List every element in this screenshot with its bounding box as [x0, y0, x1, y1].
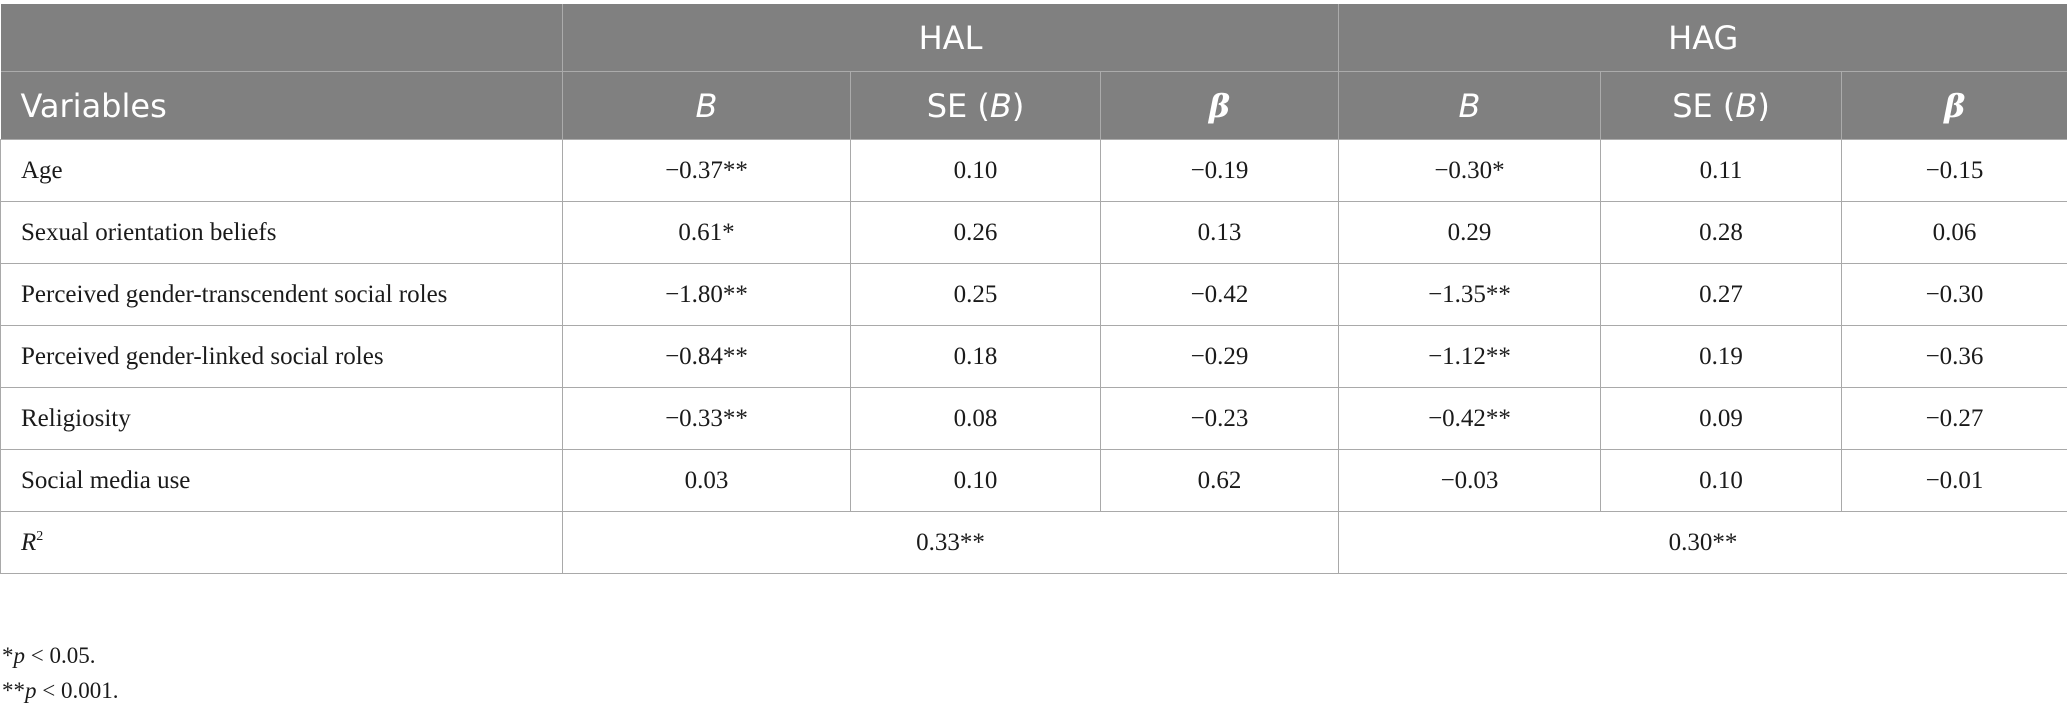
b-label: B: [1458, 86, 1481, 125]
cell-hal-se: 0.08: [850, 387, 1101, 450]
column-header-hal-se: SE (B): [850, 71, 1101, 140]
b-label: B: [695, 86, 718, 125]
cell-hal-b: −0.84**: [562, 325, 851, 388]
r-sup: 2: [36, 528, 44, 544]
cell-hag-beta: −0.30: [1841, 263, 2067, 326]
footnote: **p < 0.001.: [2, 673, 118, 708]
row-label: Social media use: [0, 449, 563, 512]
cell-hal-se: 0.10: [850, 449, 1101, 512]
table-row: Sexual orientation beliefs 0.61* 0.26 0.…: [0, 201, 2067, 264]
cell-hal-b: −0.33**: [562, 387, 851, 450]
se-b-label: B: [989, 86, 1012, 125]
row-label: Perceived gender-linked social roles: [0, 325, 563, 388]
column-header-hal-beta: β: [1100, 71, 1339, 140]
regression-table-container: HAL HAG Variables B SE (B) β B SE (B) β …: [0, 4, 2067, 574]
cell-hag-beta: −0.15: [1841, 139, 2067, 202]
group-header-row: HAL HAG: [0, 4, 2067, 72]
footnote-stars: **: [2, 678, 25, 703]
table-body: Age −0.37** 0.10 −0.19 −0.30* 0.11 −0.15…: [0, 139, 2067, 574]
cell-hag-b: 0.29: [1338, 201, 1601, 264]
empty-header-cell: [0, 4, 563, 72]
cell-hal-b: 0.61*: [562, 201, 851, 264]
cell-hag-b: −0.03: [1338, 449, 1601, 512]
cell-hag-b: −0.30*: [1338, 139, 1601, 202]
column-header-hag-se: SE (B): [1600, 71, 1842, 140]
table-header: HAL HAG Variables B SE (B) β B SE (B) β: [0, 4, 2067, 140]
cell-hal-beta: 0.62: [1100, 449, 1339, 512]
se-b-label: B: [1735, 86, 1758, 125]
beta-label: β: [1944, 86, 1966, 125]
table-row: Religiosity −0.33** 0.08 −0.23 −0.42** 0…: [0, 387, 2067, 450]
row-label: Sexual orientation beliefs: [0, 201, 563, 264]
group-header-hag: HAG: [1338, 4, 2067, 72]
cell-hag-b: −1.35**: [1338, 263, 1601, 326]
table-row: Perceived gender-transcendent social rol…: [0, 263, 2067, 326]
row-label: Age: [0, 139, 563, 202]
beta-label: β: [1208, 86, 1231, 125]
table-row: Age −0.37** 0.10 −0.19 −0.30* 0.11 −0.15: [0, 139, 2067, 202]
column-header-row: Variables B SE (B) β B SE (B) β: [0, 71, 2067, 140]
cell-hag-se: 0.10: [1600, 449, 1842, 512]
r-squared-label: R2: [0, 511, 563, 574]
footnote-stars: *: [2, 643, 14, 668]
se-suffix: ): [1757, 86, 1770, 125]
regression-table: HAL HAG Variables B SE (B) β B SE (B) β …: [0, 4, 2067, 574]
footnote-text: < 0.001.: [36, 678, 119, 703]
cell-hag-se: 0.19: [1600, 325, 1842, 388]
cell-hal-se: 0.18: [850, 325, 1101, 388]
column-header-hag-b: B: [1338, 71, 1601, 140]
footnote: *p < 0.05.: [2, 638, 118, 673]
cell-hag-b: −1.12**: [1338, 325, 1601, 388]
cell-hag-beta: −0.36: [1841, 325, 2067, 388]
footnote-p: p: [25, 678, 37, 703]
row-label: Perceived gender-transcendent social rol…: [0, 263, 563, 326]
footnote-text: < 0.05.: [25, 643, 96, 668]
cell-hag-beta: −0.27: [1841, 387, 2067, 450]
cell-hal-se: 0.25: [850, 263, 1101, 326]
cell-hag-b: −0.42**: [1338, 387, 1601, 450]
cell-hag-beta: 0.06: [1841, 201, 2067, 264]
cell-hal-se: 0.10: [850, 139, 1101, 202]
cell-hag-se: 0.28: [1600, 201, 1842, 264]
cell-hal-beta: −0.42: [1100, 263, 1339, 326]
table-footnotes: *p < 0.05. **p < 0.001.: [2, 638, 118, 708]
cell-hag-se: 0.27: [1600, 263, 1842, 326]
se-prefix: SE (: [1672, 86, 1736, 125]
row-label: Religiosity: [0, 387, 563, 450]
cell-hal-beta: −0.29: [1100, 325, 1339, 388]
column-header-hal-b: B: [562, 71, 851, 140]
cell-hal-beta: −0.23: [1100, 387, 1339, 450]
cell-hal-b: −0.37**: [562, 139, 851, 202]
cell-hal-b: 0.03: [562, 449, 851, 512]
r-letter: R: [21, 528, 37, 556]
r-squared-hag: 0.30**: [1338, 511, 2067, 574]
r-squared-row: R2 0.33** 0.30**: [0, 511, 2067, 574]
cell-hal-beta: 0.13: [1100, 201, 1339, 264]
r-squared-hal: 0.33**: [562, 511, 1339, 574]
footnote-p: p: [13, 643, 26, 668]
table-row: Social media use 0.03 0.10 0.62 −0.03 0.…: [0, 449, 2067, 512]
cell-hag-se: 0.11: [1600, 139, 1842, 202]
cell-hal-b: −1.80**: [562, 263, 851, 326]
column-header-variables: Variables: [0, 71, 563, 140]
cell-hal-se: 0.26: [850, 201, 1101, 264]
se-prefix: SE (: [926, 86, 990, 125]
cell-hag-se: 0.09: [1600, 387, 1842, 450]
se-suffix: ): [1011, 86, 1025, 125]
column-header-hag-beta: β: [1841, 71, 2067, 140]
table-row: Perceived gender-linked social roles −0.…: [0, 325, 2067, 388]
group-header-hal: HAL: [562, 4, 1339, 72]
cell-hal-beta: −0.19: [1100, 139, 1339, 202]
cell-hag-beta: −0.01: [1841, 449, 2067, 512]
